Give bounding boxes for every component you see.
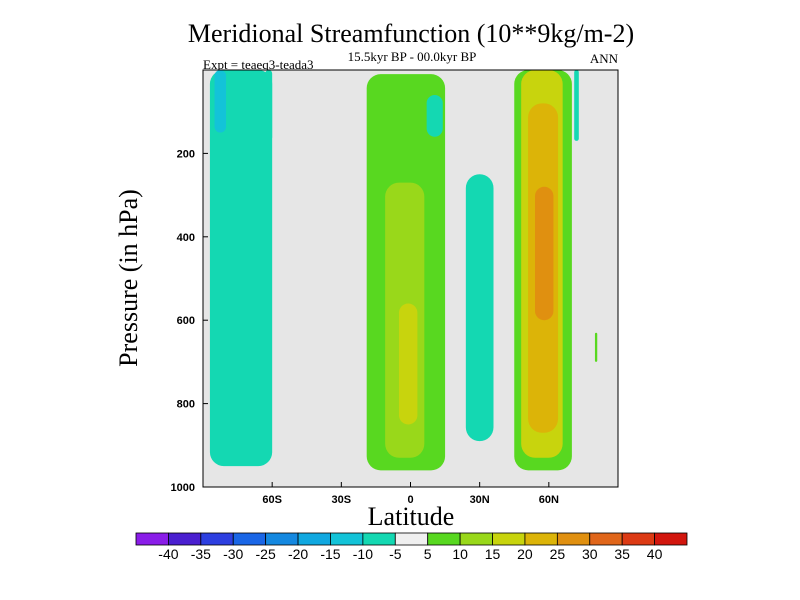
x-tick-label: 60N [539, 494, 559, 506]
y-tick-label: 600 [177, 315, 195, 327]
region-sh-polar-cell-core [214, 70, 227, 133]
colorbar-level-label: 25 [550, 546, 566, 562]
colorbar-level-label: -20 [288, 546, 308, 562]
colorbar-swatch [589, 532, 623, 546]
colorbar-level-label: -5 [389, 546, 402, 562]
colorbar-swatch [524, 532, 558, 546]
colorbar-level-label: -25 [256, 546, 276, 562]
colorbar-swatch [297, 532, 331, 546]
colorbar-swatch [621, 532, 655, 546]
region-sh-polar-cell-outer [209, 70, 273, 467]
chart-subtitle-season: ANN [590, 51, 619, 66]
colorbar-level-label: -10 [353, 546, 373, 562]
colorbar-swatch [362, 532, 396, 546]
colorbar-level-label: 15 [485, 546, 501, 562]
colorbar-swatch [427, 532, 461, 546]
region-nh-subtropics-cell [465, 174, 494, 442]
colorbar-swatch [265, 532, 299, 546]
region-nh-ferrel-cell-peak [535, 186, 554, 321]
region-nh-tropics-patch [426, 95, 443, 137]
y-axis-label: Pressure (in hPa) [114, 189, 143, 367]
y-tick-label: 800 [177, 399, 195, 411]
colorbar-swatch [459, 532, 493, 546]
colorbar-level-label: -30 [223, 546, 243, 562]
contour-regions [209, 70, 598, 471]
region-nh-polar-blip [594, 332, 598, 362]
colorbar-level-label: 20 [517, 546, 533, 562]
colorbar-level-label: 40 [647, 546, 663, 562]
colorbar-level-label: -15 [320, 546, 340, 562]
colorbar-swatch [330, 532, 364, 546]
colorbar-swatch [492, 532, 526, 546]
chart-title: Meridional Streamfunction (10**9kg/m-2) [188, 19, 634, 48]
y-tick-label: 1000 [171, 482, 195, 494]
region-tropical-cell-core [398, 303, 418, 425]
colorbar-level-label: 30 [582, 546, 598, 562]
colorbar-swatch [654, 532, 688, 546]
colorbar-level-label: -40 [158, 546, 178, 562]
colorbar-swatch [168, 532, 202, 546]
colorbar-level-label: 5 [424, 546, 432, 562]
region-sh-polar-strip [265, 70, 273, 141]
x-axis-label: Latitude [368, 502, 455, 531]
chart-subtitle-period: 15.5kyr BP - 00.0kyr BP [348, 49, 477, 64]
x-tick-label: 30S [332, 494, 352, 506]
x-axis-ticks: 60S 30S 0 30N 60N [262, 482, 559, 506]
y-tick-label: 200 [177, 148, 195, 160]
x-tick-label: 30N [470, 494, 490, 506]
colorbar-level-label: -35 [191, 546, 211, 562]
colorbar-swatch [394, 532, 429, 546]
x-tick-label: 0 [407, 494, 413, 506]
chart-subtitle-experiment: Expt = teaeq3-teada3 [203, 57, 314, 72]
y-tick-label: 400 [177, 232, 195, 244]
colorbar-swatch [556, 532, 591, 546]
colorbar-level-label: 10 [452, 546, 468, 562]
region-nh-polar-strip [574, 70, 579, 141]
x-tick-label: 60S [262, 494, 282, 506]
colorbar: -40 -35 -30 -25 -20 -15 -10 -5 5 10 15 20 25 30 35 40 [135, 532, 688, 562]
y-axis-ticks: 200 400 600 800 1000 [171, 148, 208, 494]
colorbar-swatch [135, 532, 169, 546]
colorbar-swatch [232, 532, 267, 546]
colorbar-level-label: 35 [614, 546, 630, 562]
colorbar-swatch [200, 532, 234, 546]
